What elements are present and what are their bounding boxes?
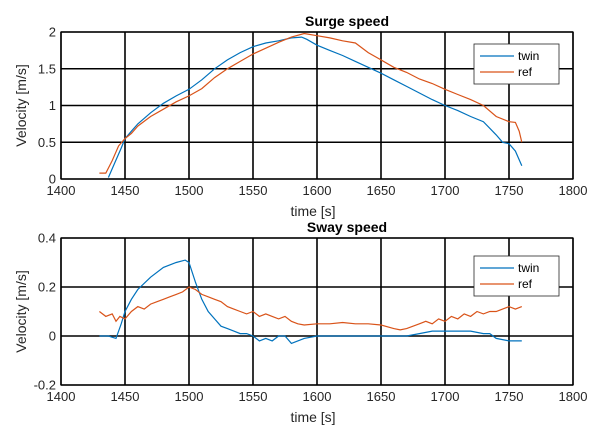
x-tick-label: 1750 bbox=[495, 183, 524, 198]
x-tick-label: 1550 bbox=[239, 183, 268, 198]
y-tick-label: -0.2 bbox=[34, 378, 56, 393]
sway-speed-chart: 1400 1450 1500 1550 1600 1650 1700 1750 1800 -0.2… bbox=[13, 219, 587, 425]
chart-title: Surge speed bbox=[305, 13, 389, 29]
x-tick-label: 1800 bbox=[559, 389, 588, 404]
legend-label-twin: twin bbox=[518, 261, 539, 275]
x-tick-label: 1650 bbox=[367, 389, 396, 404]
x-tick-label: 1500 bbox=[175, 183, 204, 198]
x-tick-label: 1550 bbox=[239, 389, 268, 404]
surge-speed-chart: 1400 1450 1500 1550 1600 1650 1700 1750 1800 0 0.5… bbox=[13, 13, 587, 219]
x-tick-label: 1600 bbox=[303, 389, 332, 404]
y-tick-label: 0 bbox=[49, 172, 56, 187]
y-tick-label: 1.5 bbox=[38, 61, 56, 76]
x-tick-label: 1650 bbox=[367, 183, 396, 198]
axes-box bbox=[60, 237, 574, 386]
legend: twin ref bbox=[473, 255, 560, 297]
legend-box bbox=[473, 43, 560, 85]
x-tick-label: 1400 bbox=[47, 183, 76, 198]
x-tick-label: 1500 bbox=[175, 389, 204, 404]
y-tick-label: 2 bbox=[49, 25, 56, 40]
x-tick-label: 1700 bbox=[431, 389, 460, 404]
x-tick-label: 1800 bbox=[559, 183, 588, 198]
legend-label-ref: ref bbox=[518, 277, 533, 291]
series-line-ref bbox=[99, 286, 523, 331]
series-line-twin bbox=[99, 259, 522, 345]
x-tick-label: 1600 bbox=[303, 183, 332, 198]
x-tick-label: 1400 bbox=[47, 389, 76, 404]
series-line-twin bbox=[107, 36, 523, 178]
chart-title: Sway speed bbox=[307, 219, 387, 235]
x-tick-label: 1450 bbox=[111, 183, 140, 198]
legend: twin ref bbox=[473, 43, 560, 85]
x-axis-label: time [s] bbox=[290, 203, 335, 219]
y-tick-label: 1 bbox=[49, 98, 56, 113]
x-axis-label: time [s] bbox=[290, 409, 335, 425]
legend-label-twin: twin bbox=[518, 49, 539, 63]
legend-label-ref: ref bbox=[518, 65, 533, 79]
x-tick-label: 1750 bbox=[495, 389, 524, 404]
x-tick-label: 1450 bbox=[111, 389, 140, 404]
legend-box bbox=[473, 255, 560, 297]
y-axis-label: Velocity [m/s] bbox=[13, 270, 29, 352]
y-tick-label: 0 bbox=[49, 329, 56, 344]
axes-box bbox=[60, 31, 574, 180]
series-line-ref bbox=[99, 32, 523, 174]
y-tick-label: 0.2 bbox=[38, 280, 56, 295]
y-axis-label: Velocity [m/s] bbox=[13, 64, 29, 146]
y-tick-label: 0.5 bbox=[38, 135, 56, 150]
x-tick-label: 1700 bbox=[431, 183, 460, 198]
y-tick-label: 0.4 bbox=[38, 231, 56, 246]
